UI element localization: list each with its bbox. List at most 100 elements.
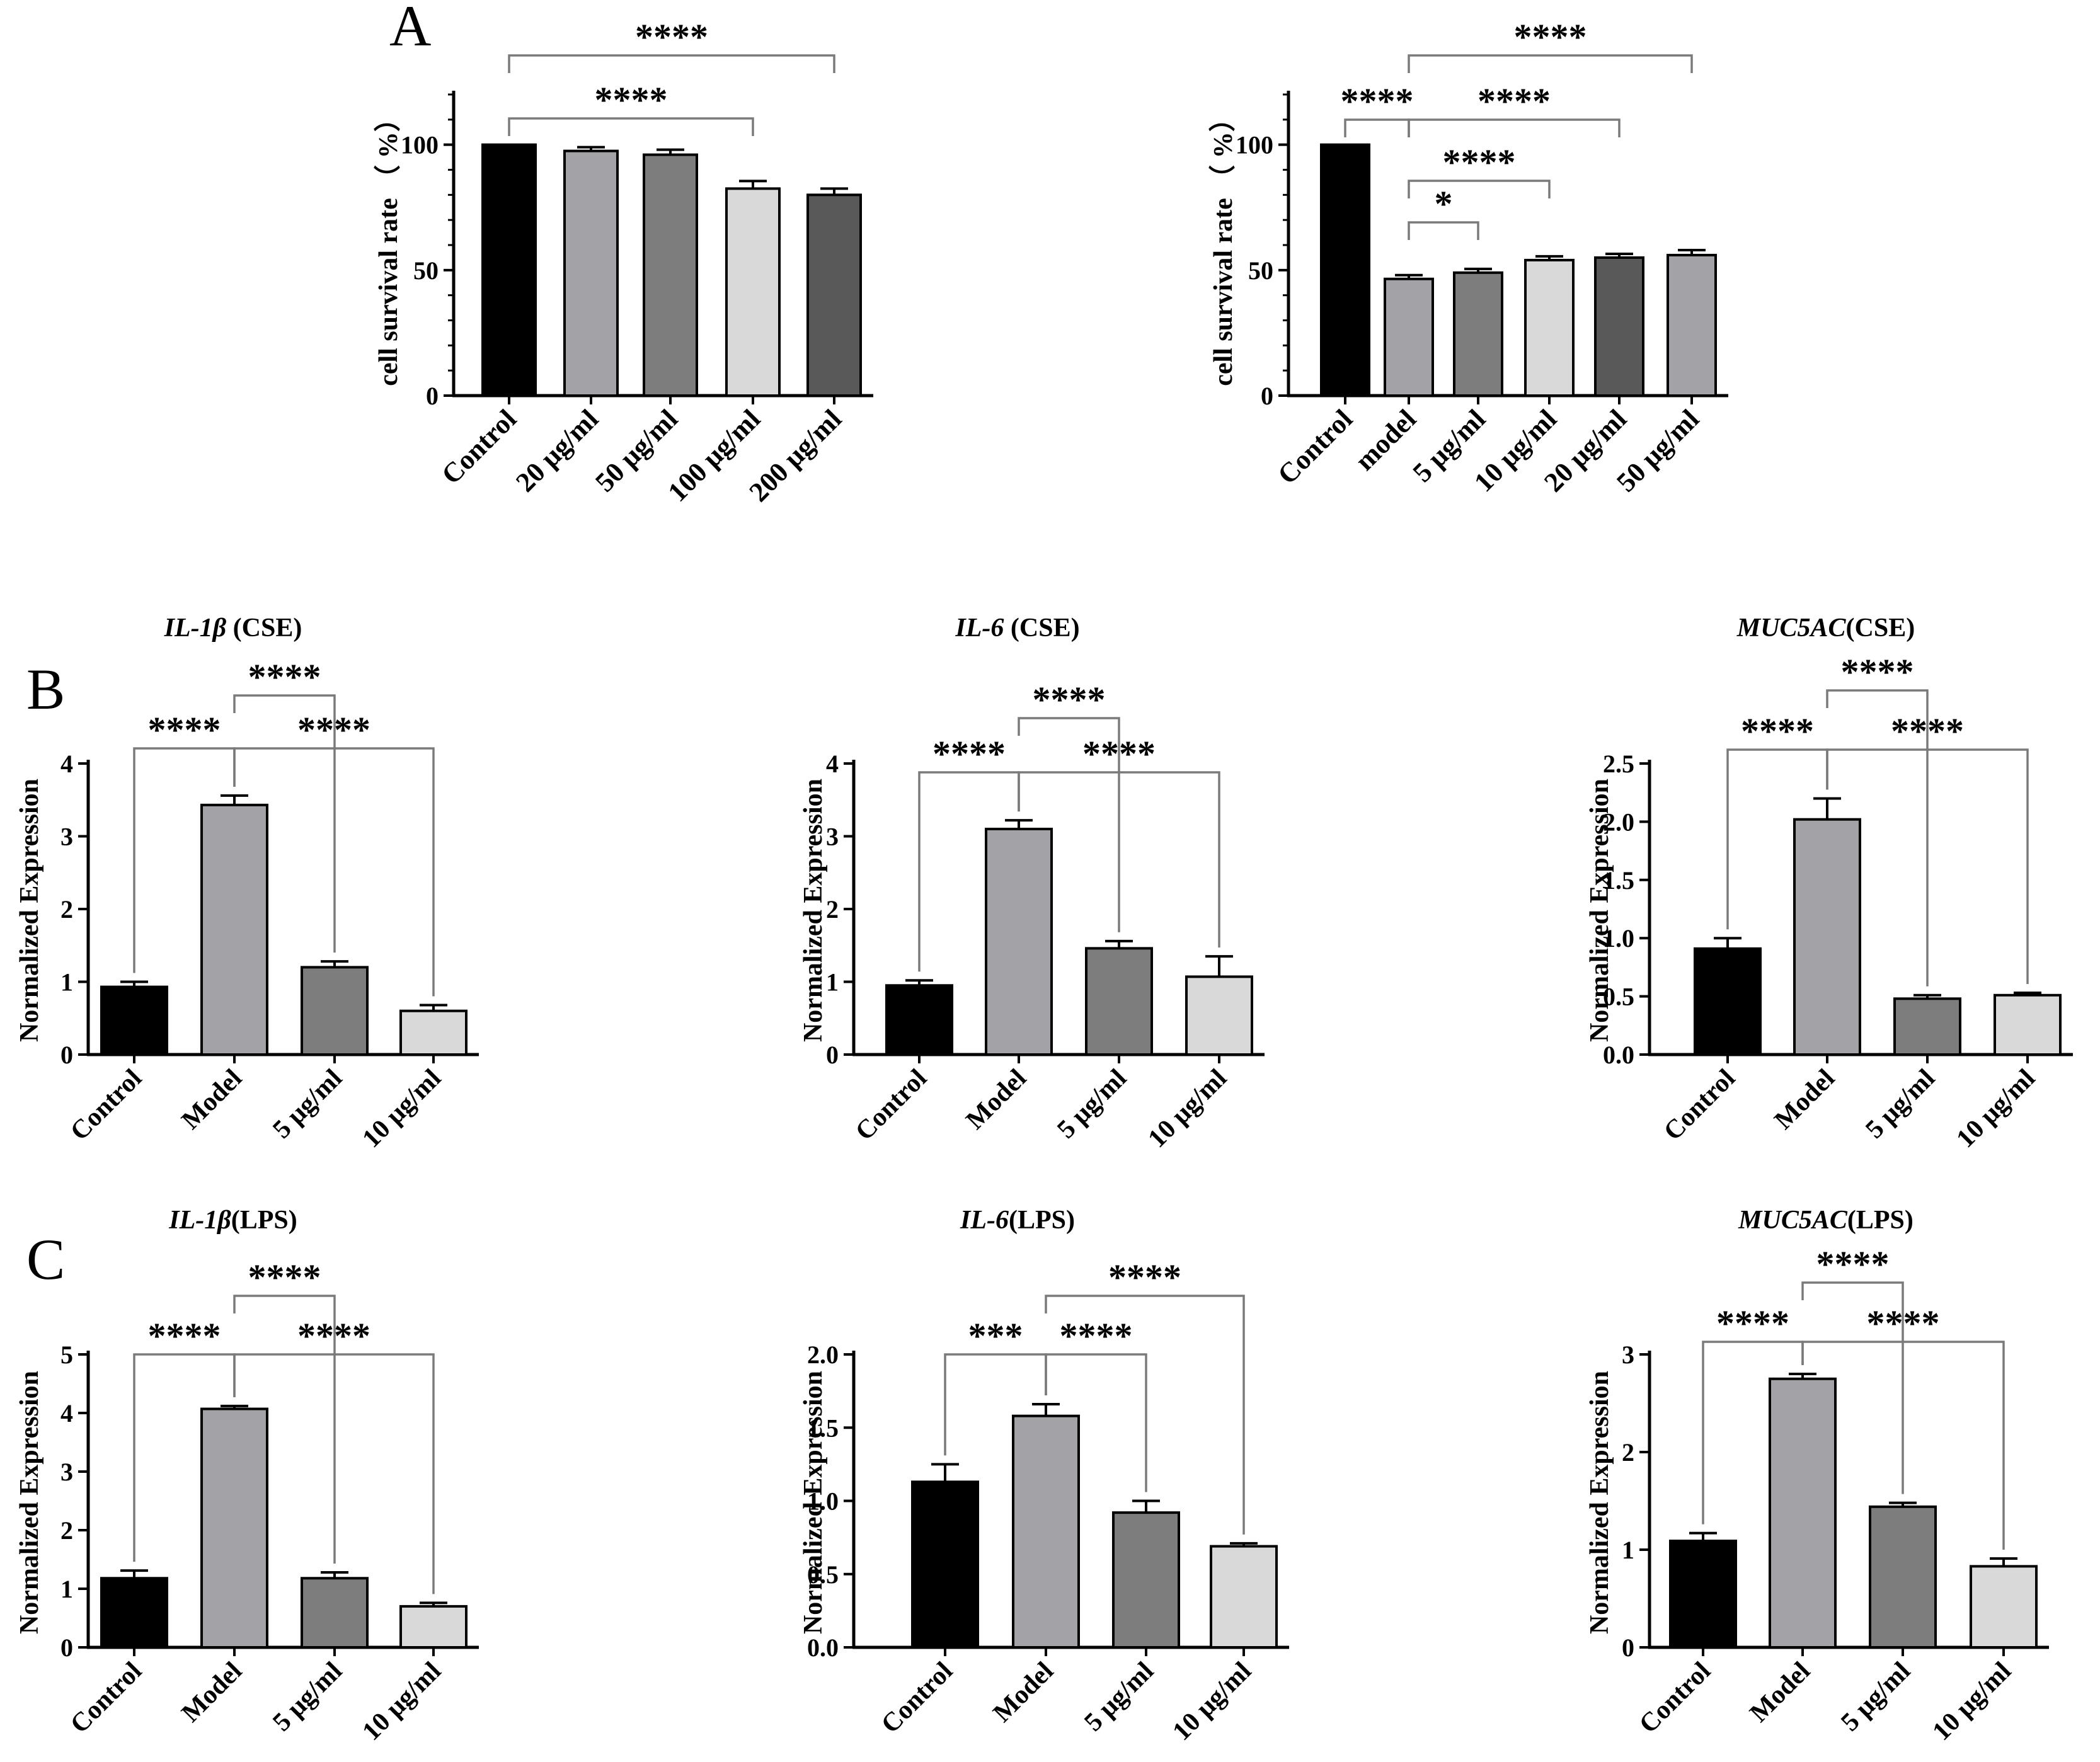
y-axis-label: cell survival rate （ %）	[374, 105, 403, 386]
significance-label: ****	[635, 16, 708, 57]
bar	[1085, 947, 1153, 1056]
bar	[200, 803, 268, 1056]
chart-title-gene: MUC5AC	[1736, 614, 1847, 643]
bar	[1012, 1414, 1080, 1649]
chart-title-gene: IL-6	[955, 614, 1004, 643]
significance-bracket	[1801, 1281, 1904, 1494]
significance-label: ****	[1341, 81, 1414, 122]
y-tick-label: 1	[60, 1575, 73, 1603]
significance-bracket	[1408, 118, 1621, 137]
significance-bracket	[1826, 689, 1929, 987]
bar	[481, 143, 537, 398]
significance-bracket	[1045, 1353, 1147, 1492]
bar	[301, 1577, 369, 1649]
y-tick-label: 0	[426, 382, 439, 410]
significance-label: *	[1435, 183, 1453, 224]
significance-label: ****	[1033, 679, 1106, 720]
chart-title-gene: IL-6	[960, 1206, 1009, 1235]
significance-bracket	[1045, 1295, 1245, 1535]
y-tick-label: 0.5	[1603, 983, 1634, 1011]
y-tick-label: 4	[60, 750, 73, 778]
chart-title: IL-6 (CSE)	[955, 614, 1079, 643]
bar	[1667, 253, 1717, 397]
chart-title-condition: (LPS)	[1009, 1206, 1075, 1235]
significance-label: ****	[1060, 1315, 1133, 1356]
y-tick-label: 3	[1622, 1341, 1634, 1369]
y-tick-label: 0.0	[807, 1633, 839, 1662]
significance-label: ****	[1477, 81, 1551, 122]
y-axis-label: Normalized Expression	[799, 1371, 828, 1634]
chart-title-gene: MUC5AC	[1738, 1206, 1848, 1235]
panel-label-a: A	[389, 0, 431, 58]
significance-label: ****	[148, 709, 221, 750]
bar	[885, 984, 953, 1056]
y-tick-label: 1.5	[807, 1414, 839, 1442]
bar	[1524, 258, 1575, 397]
significance-label: ****	[1443, 142, 1516, 183]
bar	[200, 1407, 268, 1649]
significance-label: ****	[1841, 651, 1914, 692]
significance-label: ****	[1741, 711, 1814, 752]
y-tick-label: 1.0	[807, 1487, 839, 1516]
y-tick-label: 50	[1248, 256, 1273, 285]
y-tick-label: 3	[60, 823, 73, 851]
bar	[100, 1577, 168, 1649]
significance-label: ****	[248, 656, 321, 697]
bar	[985, 827, 1053, 1056]
significance-label: ****	[1891, 711, 1964, 752]
significance-bracket	[1408, 221, 1479, 240]
y-tick-label: 2	[826, 895, 839, 924]
significance-label: ***	[968, 1315, 1023, 1356]
chart-title: MUC5AC(LPS)	[1738, 1206, 1914, 1235]
y-tick-label: 0	[60, 1633, 73, 1662]
significance-bracket	[508, 54, 835, 73]
y-axis-label: Normalized Expression	[15, 779, 44, 1042]
significance-label: ****	[148, 1315, 221, 1356]
y-tick-label: 1	[60, 968, 73, 997]
chart-title: IL-1β(LPS)	[168, 1206, 297, 1235]
y-tick-label: 0.0	[1603, 1041, 1634, 1069]
chart-title-condition: (CSE)	[1004, 614, 1079, 643]
chart-title-condition: (CSE)	[1846, 614, 1915, 643]
y-tick-label: 0	[60, 1041, 73, 1069]
y-tick-label: 4	[826, 750, 839, 778]
bar	[100, 985, 168, 1056]
y-tick-label: 2.0	[807, 1341, 839, 1369]
bar	[1453, 271, 1503, 398]
significance-bracket	[1801, 1341, 2005, 1550]
significance-label: ****	[1082, 733, 1156, 774]
y-tick-label: 2.0	[1603, 808, 1634, 836]
y-tick-label: 2	[60, 895, 73, 924]
y-tick-label: 5	[60, 1341, 73, 1369]
y-tick-label: 3	[826, 823, 839, 851]
y-tick-label: 0	[1261, 382, 1273, 410]
y-tick-label: 100	[1236, 131, 1273, 159]
y-tick-label: 2	[1622, 1438, 1634, 1467]
significance-bracket	[233, 694, 336, 953]
significance-bracket	[1826, 748, 2029, 985]
chart-title-gene: IL-1β	[164, 614, 227, 643]
bar	[1594, 256, 1644, 397]
bar	[1112, 1511, 1180, 1649]
bar	[301, 966, 369, 1056]
y-tick-label: 1	[826, 968, 839, 997]
chart-title-condition: (LPS)	[231, 1206, 297, 1235]
significance-label: ****	[595, 79, 668, 120]
bar	[1694, 947, 1762, 1056]
significance-bracket	[1018, 717, 1120, 932]
bar	[911, 1480, 979, 1649]
significance-bracket	[508, 117, 754, 136]
significance-bracket	[1018, 771, 1220, 948]
y-tick-label: 0.5	[807, 1560, 839, 1589]
bar	[1669, 1540, 1737, 1649]
y-tick-label: 100	[401, 131, 439, 159]
significance-label: ****	[297, 1315, 370, 1356]
panel-label-b: B	[26, 657, 65, 721]
panel-label-c: C	[26, 1227, 65, 1291]
bar	[1869, 1505, 1937, 1649]
significance-bracket	[233, 747, 435, 997]
significance-bracket	[1408, 54, 1693, 73]
significance-label: ****	[248, 1257, 321, 1298]
bar	[1769, 1377, 1837, 1649]
bar	[806, 193, 862, 397]
